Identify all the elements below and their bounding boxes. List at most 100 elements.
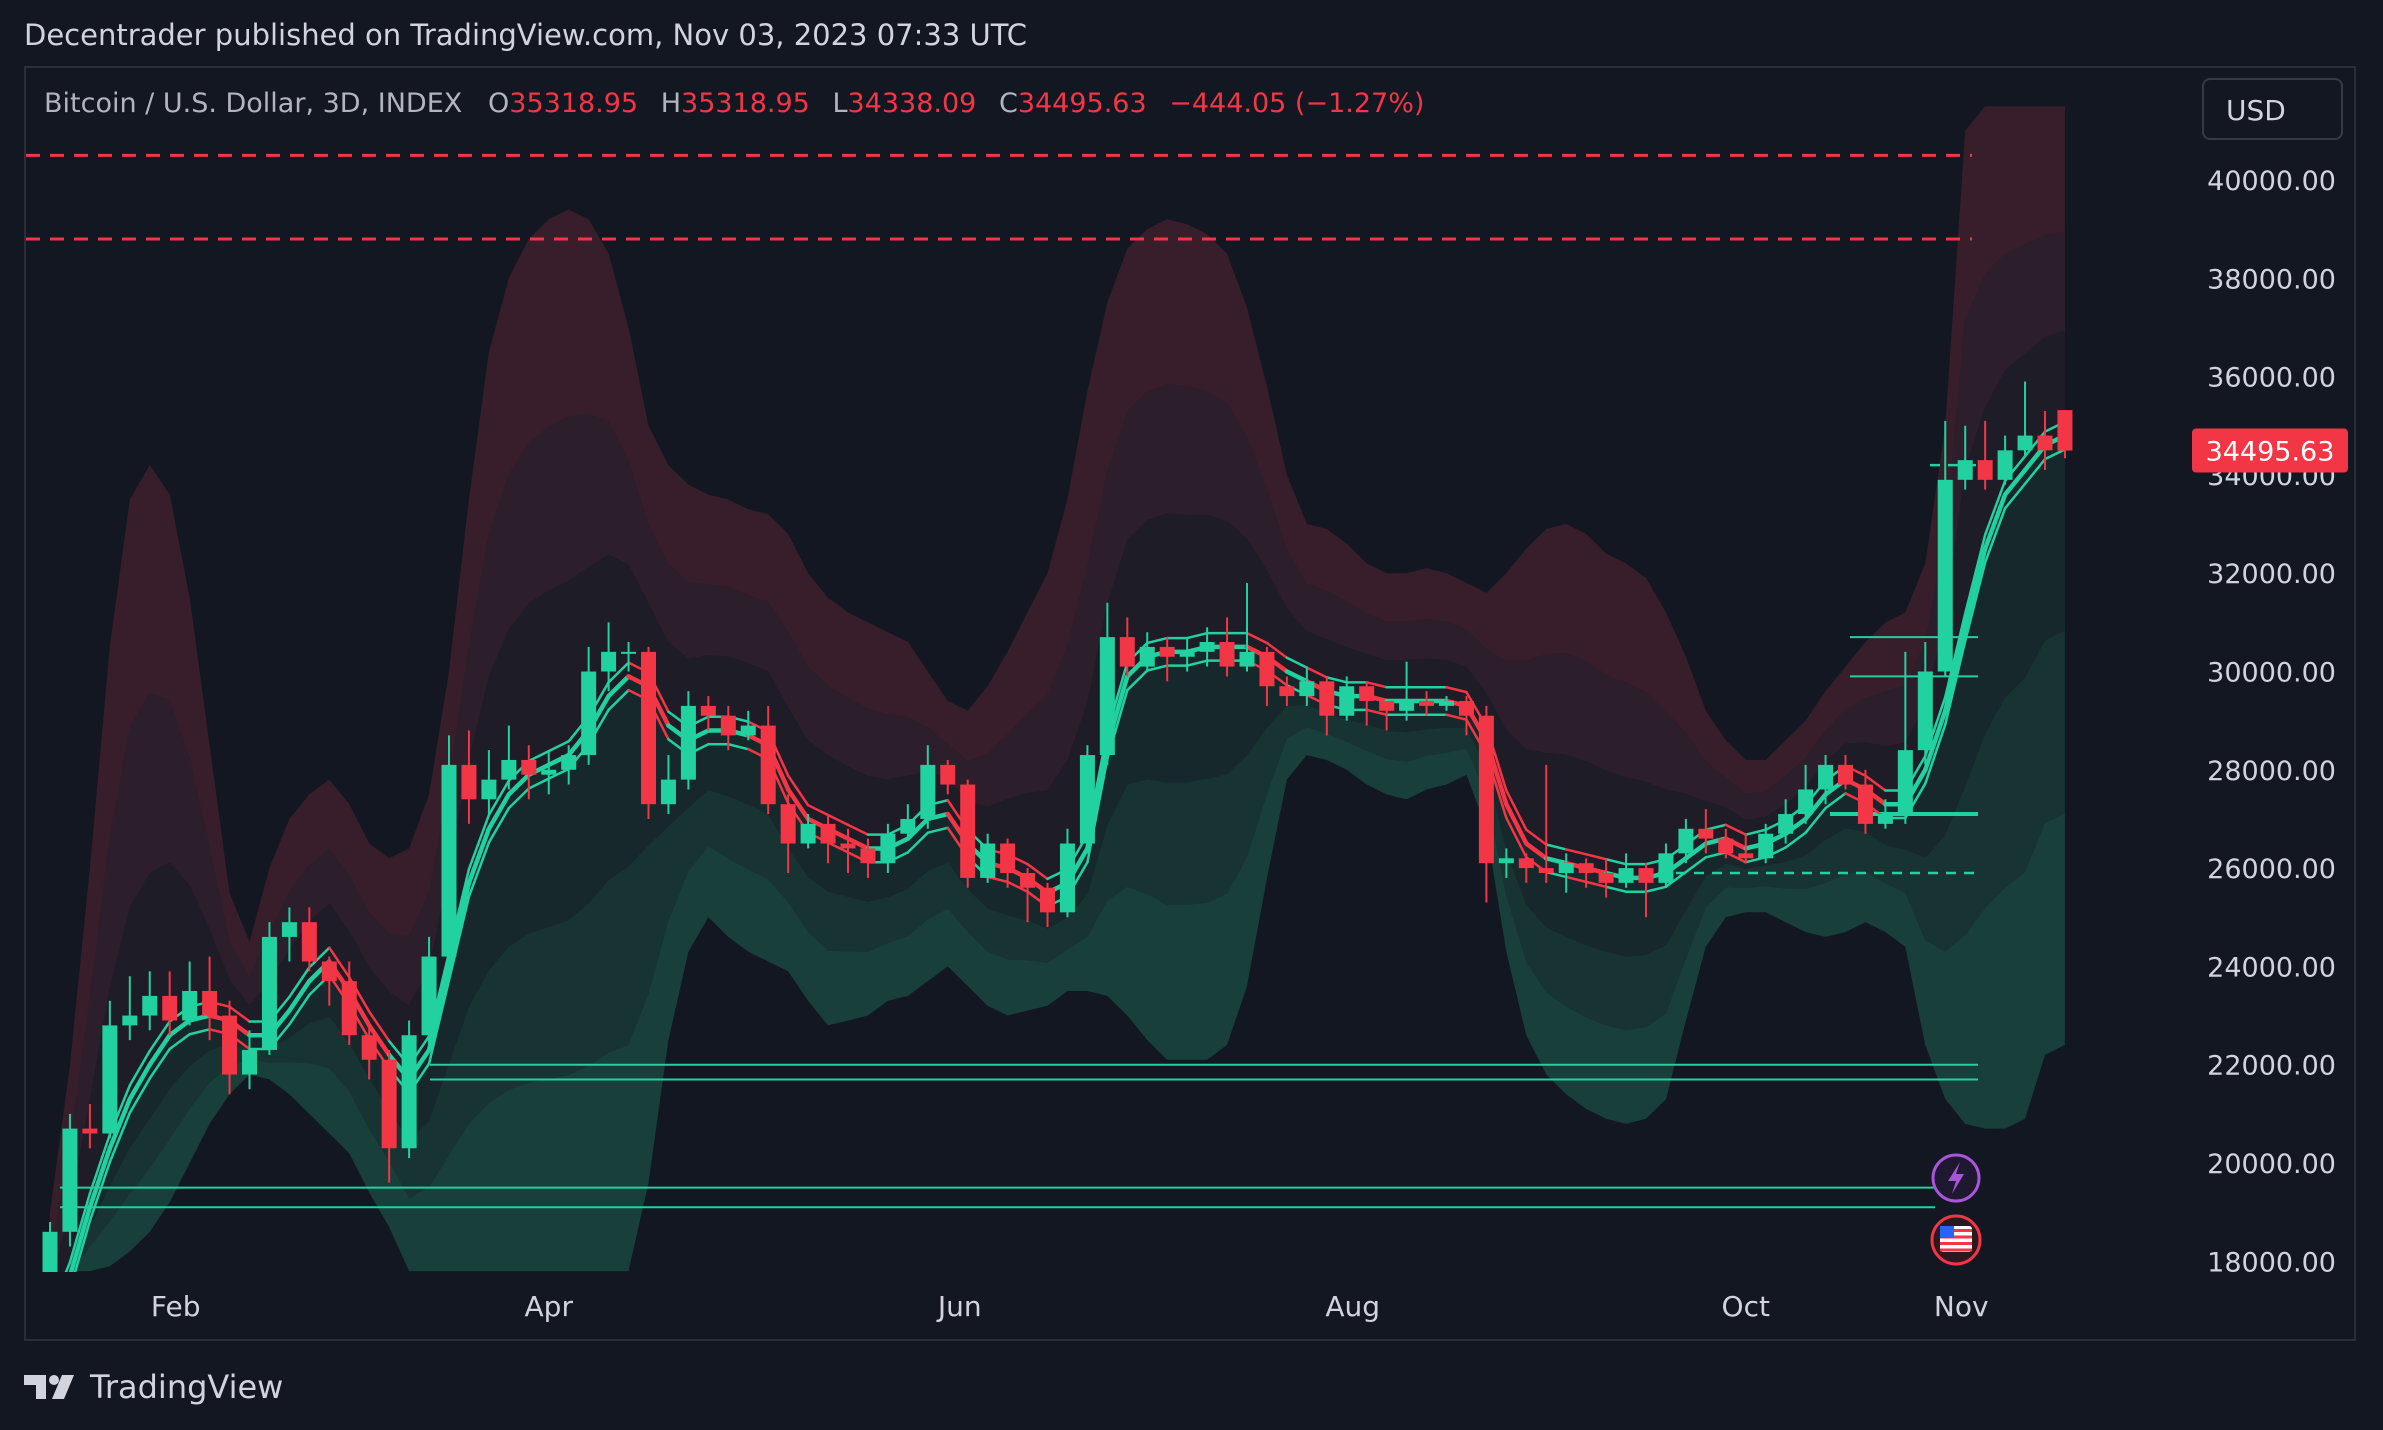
trend-ma-segment	[1944, 612, 1967, 699]
chart-frame	[24, 66, 2356, 1341]
candle-body	[1698, 828, 1714, 839]
candle-body	[1219, 642, 1235, 667]
tradingview-logo-icon	[24, 1375, 74, 1399]
plot-area	[26, 106, 2073, 1272]
candle-body	[142, 995, 158, 1016]
trend-ma-segment	[367, 1010, 391, 1043]
trend-ma-segment	[846, 823, 870, 836]
trend-ma-segment	[2043, 448, 2067, 461]
change-value: −444.05 (−1.27%)	[1169, 88, 1425, 119]
trend-ma-segment	[87, 1146, 113, 1210]
last-price-label: 34495.63	[2206, 437, 2335, 468]
trend-ma-segment	[1146, 636, 1169, 645]
trend-ma-segment	[73, 1219, 92, 1272]
candle-body	[940, 764, 956, 785]
trend-ma-segment	[328, 946, 351, 979]
trend-ma-segment	[1524, 841, 1549, 861]
tradingview-label: TradingView	[90, 1368, 284, 1406]
trend-ma-segment	[2003, 482, 2027, 510]
trend-ma-segment	[1924, 723, 1947, 785]
high-value: 35318.95	[681, 88, 810, 119]
candle-body	[1778, 814, 1794, 834]
y-tick-label: 18000.00	[2207, 1247, 2336, 1278]
trend-ma-segment	[107, 1096, 133, 1151]
trend-ma-segment	[1545, 843, 1568, 851]
trend-ma-segment	[1026, 862, 1049, 881]
candle-body	[481, 779, 497, 800]
trend-ma-segment	[128, 1049, 151, 1087]
candle-body	[840, 843, 856, 849]
candle-body	[42, 1231, 58, 1272]
trend-ma-segment	[147, 1032, 172, 1067]
last-price-tag	[2192, 428, 2348, 473]
close-label: C	[998, 88, 1018, 119]
flag-stripe	[1940, 1248, 1972, 1252]
trend-ma-segment	[228, 1005, 251, 1023]
candle-body	[242, 1049, 257, 1075]
candle-body	[920, 764, 936, 819]
candle-body	[1838, 764, 1853, 785]
candle-body	[1159, 646, 1175, 657]
trend-ma-segment	[1285, 656, 1309, 669]
trend-ma-segment	[1525, 828, 1548, 846]
upper-band-outer	[50, 106, 2065, 1256]
trend-ma-segment	[1185, 631, 1209, 640]
candle-body	[361, 1035, 377, 1060]
y-tick-label: 20000.00	[2207, 1149, 2336, 1180]
currency-selector[interactable]: USD	[2202, 78, 2343, 140]
trend-ma-segment	[88, 1160, 112, 1223]
trend-ma-segment	[1644, 885, 1668, 893]
trend-ma-segment	[427, 978, 451, 1065]
candle-body	[700, 705, 716, 716]
trend-ma-segment	[1604, 858, 1628, 866]
trend-ma-segment	[1683, 841, 1709, 861]
high-label: H	[660, 88, 682, 119]
y-tick-label: 30000.00	[2207, 658, 2336, 689]
trend-ma-segment	[1146, 664, 1169, 672]
trend-ma-segment	[786, 774, 810, 807]
candle-body	[1758, 833, 1774, 859]
open-label: O	[488, 88, 510, 119]
candle-body	[1439, 700, 1454, 706]
candle-body	[680, 705, 696, 780]
trend-ma-segment	[826, 841, 850, 854]
candle-body	[1458, 700, 1474, 716]
trend-ma-segment	[826, 813, 850, 827]
candle-body	[1339, 686, 1355, 716]
candle-body	[1658, 853, 1674, 883]
trend-ma-segment	[1724, 823, 1747, 836]
candle-body	[1000, 843, 1016, 874]
candle-body	[1558, 863, 1574, 874]
trend-ma-segment	[467, 813, 491, 871]
symbol-name[interactable]: Bitcoin / U.S. Dollar, 3D, INDEX	[44, 88, 463, 119]
trend-ma-segment	[426, 964, 452, 1053]
trend-ma-segment	[168, 1032, 191, 1051]
open-value: 35318.95	[509, 88, 639, 119]
trend-ma-segment	[1983, 507, 2007, 564]
trend-ma-segment	[1943, 625, 1968, 714]
candle-body	[621, 651, 637, 654]
candle-body	[1099, 637, 1115, 756]
trend-ma-segment	[447, 895, 471, 982]
trend-ma-segment	[1564, 875, 1588, 884]
candle-body	[421, 956, 437, 1036]
candle-body	[1399, 700, 1415, 711]
trend-ma-segment	[607, 688, 630, 712]
trend-ma-segment	[507, 787, 531, 810]
tradingview-brand[interactable]: TradingView	[24, 1368, 283, 1406]
trend-ma-segment	[167, 1018, 192, 1038]
y-tick-label: 22000.00	[2207, 1051, 2336, 1082]
trend-ma-segment	[487, 806, 511, 844]
trend-ma-segment	[806, 803, 830, 817]
trend-ma-segment	[1284, 669, 1310, 684]
trend-ma-segment	[1744, 828, 1767, 836]
y-tick-label: 26000.00	[2207, 854, 2336, 885]
trend-ma-segment	[148, 1020, 171, 1053]
trend-ma-segment	[1684, 856, 1708, 874]
trend-ma-segment	[1265, 641, 1289, 659]
candle-body	[1239, 651, 1255, 667]
candle-body	[341, 981, 357, 1036]
trend-ma-segment	[1784, 831, 1807, 849]
candle-body	[740, 725, 756, 736]
